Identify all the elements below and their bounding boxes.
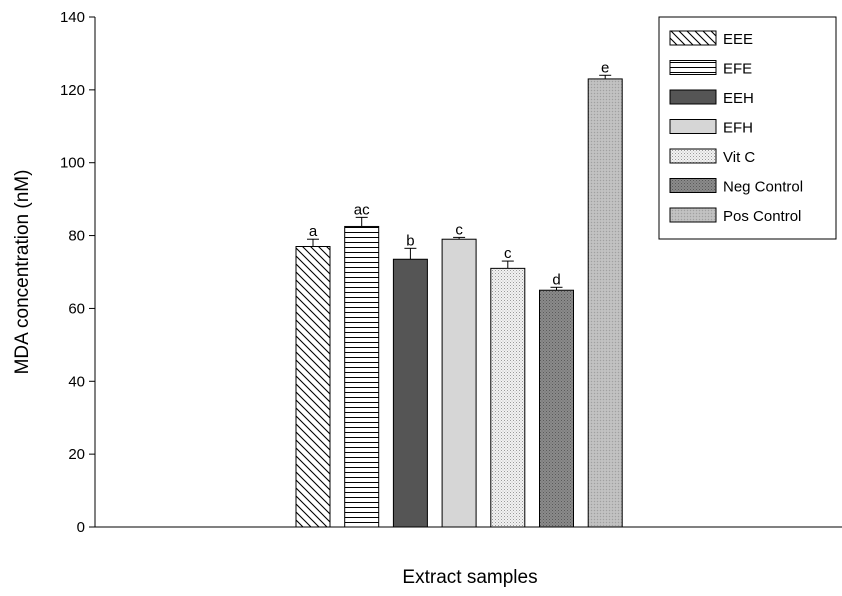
y-tick-label: 100 xyxy=(60,155,85,172)
significance-label: a xyxy=(309,223,318,240)
legend-label: EFH xyxy=(723,120,753,137)
bar-group: a ac b c c d e xyxy=(295,59,623,528)
legend-swatch xyxy=(669,207,717,223)
bar-efh xyxy=(441,238,477,528)
legend-swatch xyxy=(669,178,717,193)
significance-label: b xyxy=(406,232,414,249)
y-tick-label: 20 xyxy=(68,446,85,463)
bar-eee xyxy=(295,246,331,528)
bar-vit-c xyxy=(490,267,526,528)
significance-label: e xyxy=(601,59,609,76)
bar-pos-control xyxy=(587,78,623,528)
significance-label: d xyxy=(552,271,560,288)
legend-swatch xyxy=(669,30,717,46)
legend-label: Pos Control xyxy=(723,208,801,225)
y-tick-label: 140 xyxy=(60,9,85,26)
y-tick-label: 60 xyxy=(68,300,85,317)
y-tick-label: 0 xyxy=(77,519,85,536)
legend-swatch xyxy=(669,89,717,105)
legend-label: Vit C xyxy=(723,149,755,166)
significance-label: c xyxy=(504,245,512,262)
legend-label: EFE xyxy=(723,61,752,78)
significance-label: c xyxy=(455,221,463,238)
bar-neg-control xyxy=(539,289,574,528)
legend-swatch xyxy=(669,148,717,164)
legend-label: EEH xyxy=(723,90,754,107)
legend-label: Neg Control xyxy=(723,179,803,196)
bar-efe xyxy=(344,225,380,528)
y-tick-label: 120 xyxy=(60,82,85,99)
x-axis-label: Extract samples xyxy=(402,567,537,588)
significance-label: ac xyxy=(354,201,370,218)
y-tick-label: 80 xyxy=(68,228,85,245)
legend-swatch xyxy=(669,119,717,134)
legend-label: EEE xyxy=(723,31,753,48)
axes: 0 20 40 60 80 100 120 140 xyxy=(60,9,842,536)
legend-swatch xyxy=(669,60,717,75)
bar-eeh xyxy=(392,258,428,528)
y-axis-label: MDA concentration (nM) xyxy=(12,170,33,375)
legend: EEE EFE EEH EFH Vit C Neg Control Pos Control xyxy=(658,16,837,240)
y-tick-label: 40 xyxy=(68,373,85,390)
